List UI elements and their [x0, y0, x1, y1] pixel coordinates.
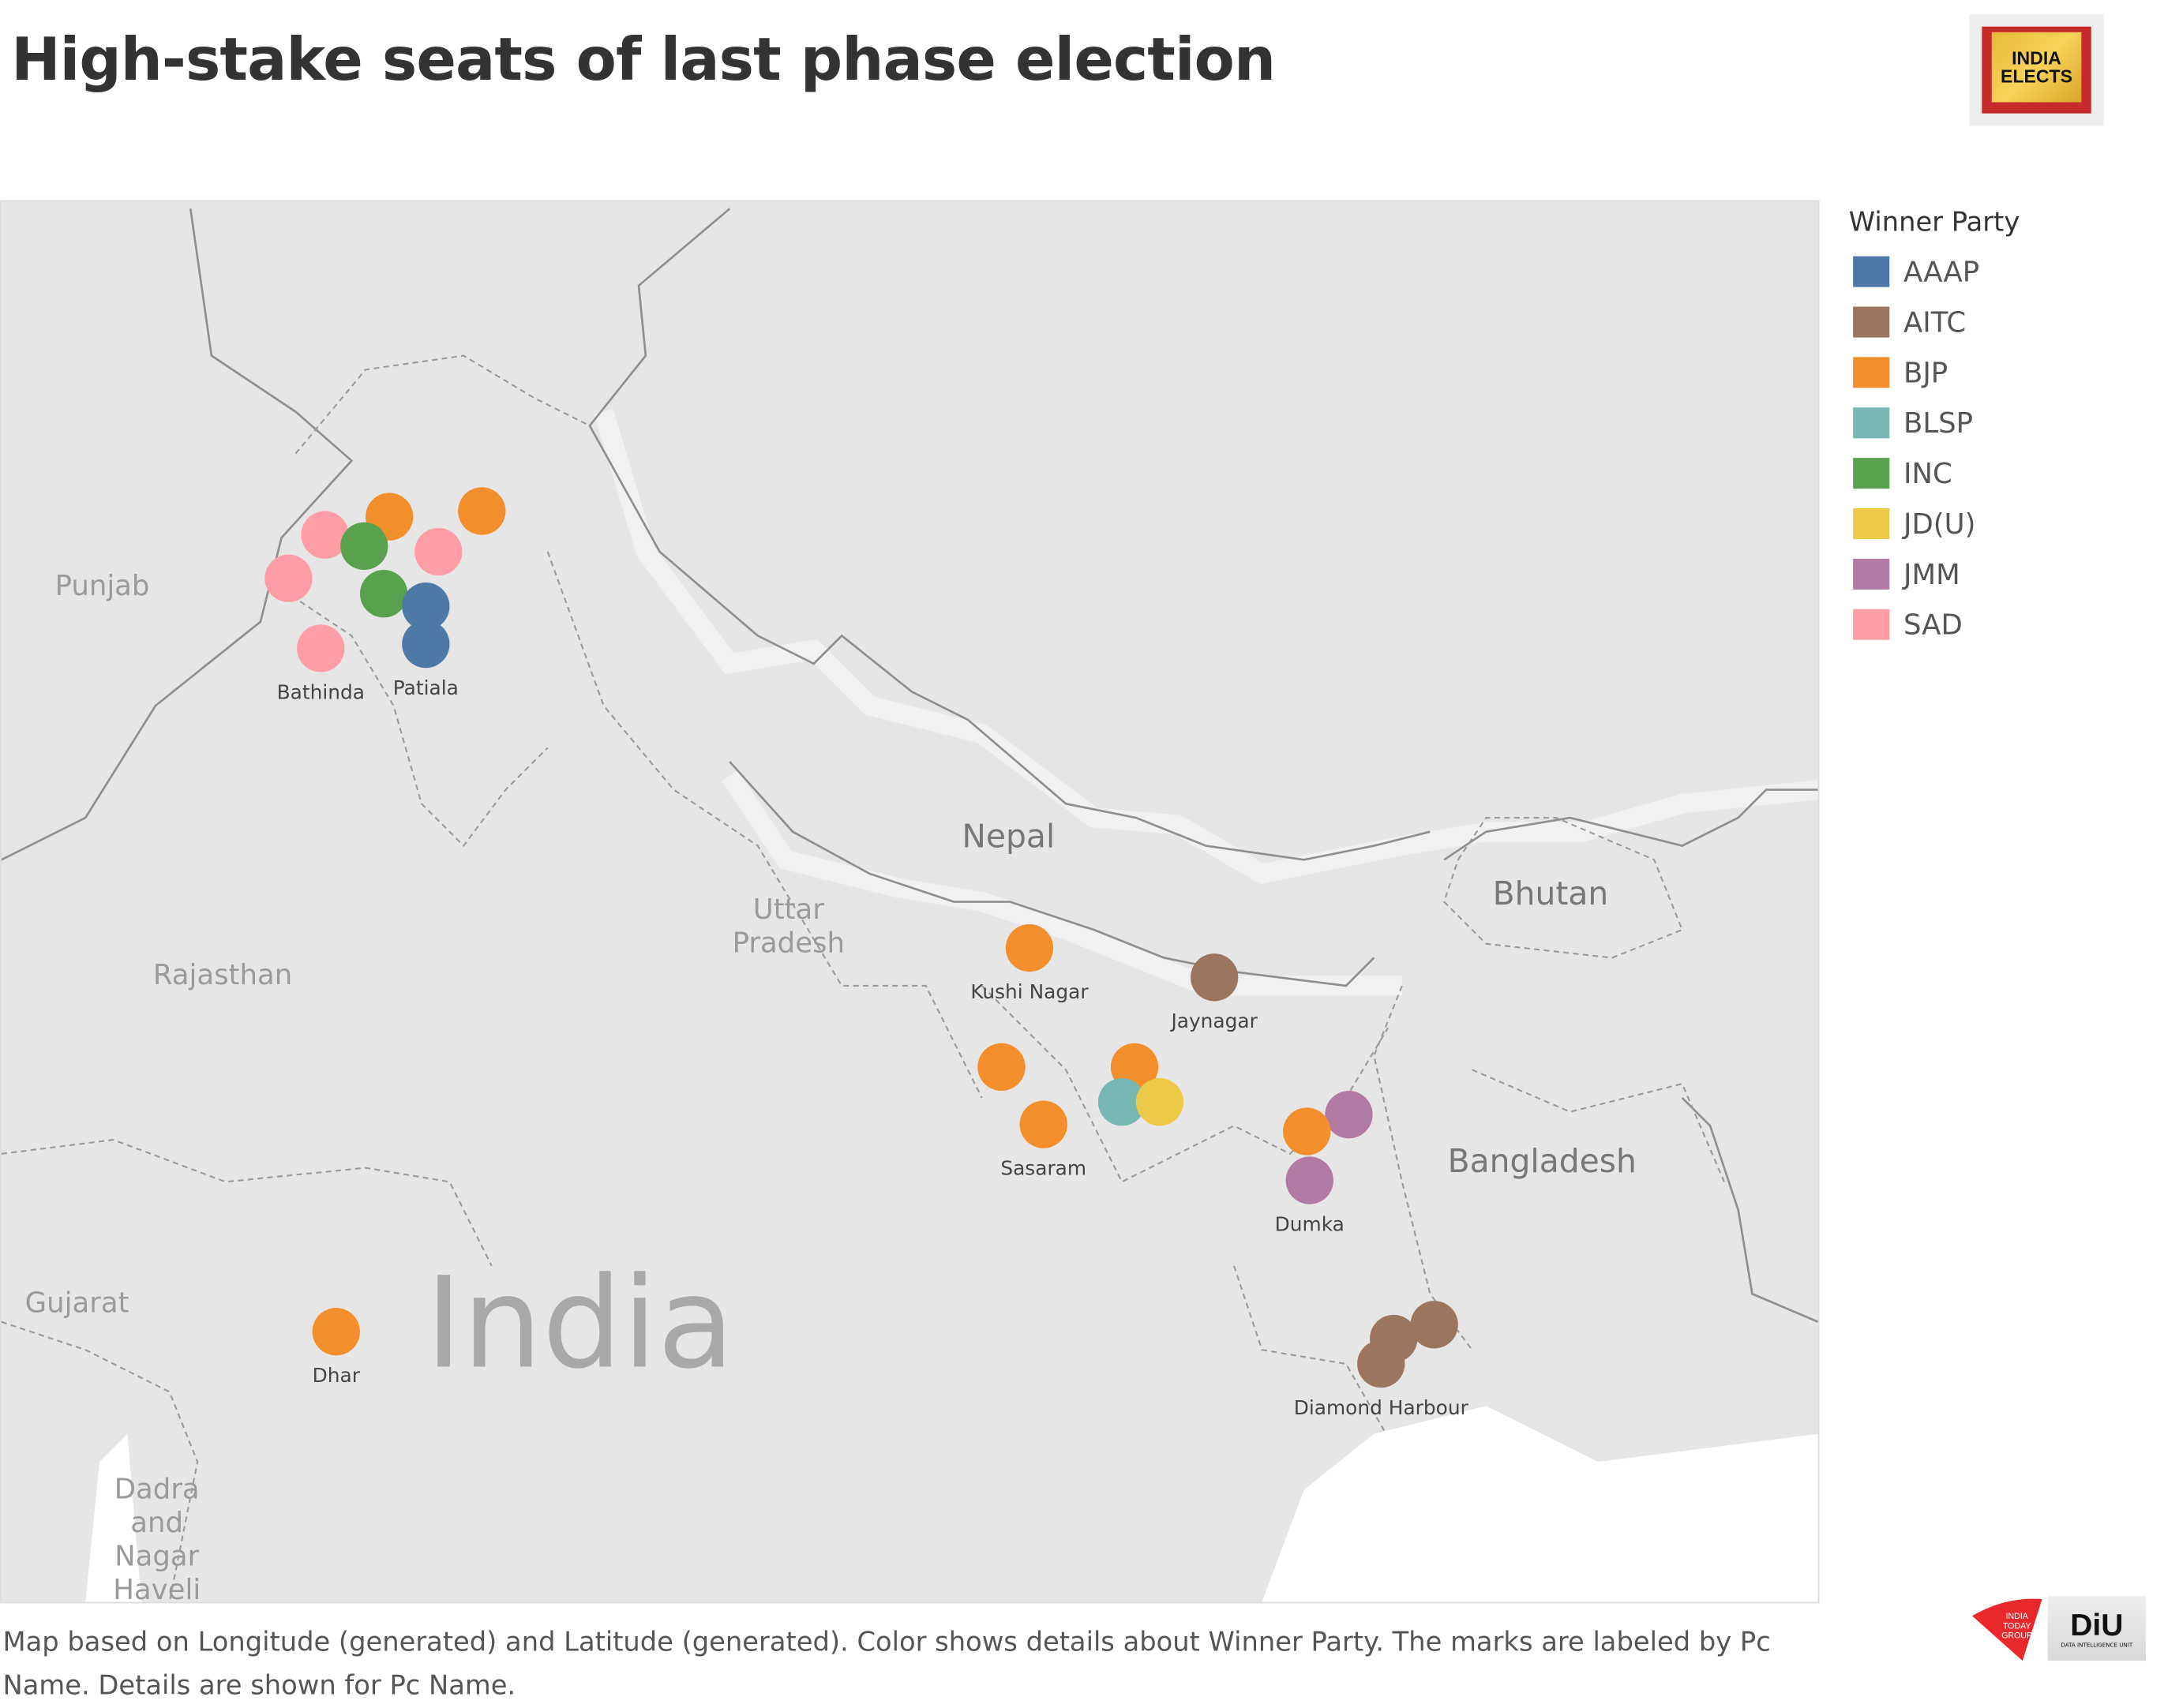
place-bhutan: Bhutan — [1492, 876, 1609, 913]
legend-swatch — [1853, 508, 1890, 540]
place-bangladesh: Bangladesh — [1447, 1144, 1637, 1181]
legend-item[interactable]: AITC — [1849, 297, 2020, 347]
seat-label: Dhar — [312, 1365, 360, 1388]
seat-mark-sad[interactable] — [301, 511, 349, 559]
legend-item[interactable]: JMM — [1849, 549, 2020, 599]
legend-title: Winner Party — [1848, 207, 2020, 238]
legend-label: BJP — [1903, 355, 1948, 390]
seat-mark-bjp[interactable] — [458, 487, 506, 535]
legend-label: AITC — [1903, 305, 1967, 339]
legend-swatch — [1853, 357, 1890, 388]
page-title: High-stake seats of last phase election — [11, 24, 1276, 94]
place-dadra: Dadra and Nagar Haveli — [113, 1471, 201, 1604]
legend-label: JD(U) — [1903, 507, 1976, 541]
seat-mark-aitc[interactable] — [1357, 1339, 1405, 1388]
seat-mark-aaap[interactable] — [402, 620, 450, 669]
svg-text:INDIA: INDIA — [2006, 1612, 2029, 1621]
seat-label: Bathinda — [276, 681, 365, 705]
seat-label: Diamond Harbour — [1293, 1397, 1468, 1420]
legend-item[interactable]: AAAP — [1849, 246, 2020, 297]
legend-label: SAD — [1903, 607, 1963, 642]
seat-mark-jmm[interactable] — [1325, 1091, 1373, 1139]
legend-label: INC — [1903, 456, 1952, 490]
caption: Map based on Longitude (generated) and L… — [2, 1627, 1771, 1702]
legend-label: AAAP — [1903, 254, 1980, 289]
diu-logo: DiU DATA INTELLIGENCE UNIT — [2047, 1596, 2146, 1661]
seat-label: Jaynagar — [1171, 1010, 1258, 1034]
india-today-group-logo: INDIA TODAY GROUP — [1971, 1598, 2042, 1661]
legend-item[interactable]: BJP — [1849, 347, 2020, 398]
legend: Winner Party AAAP AITC BJP BLSP INC JD(U) JMM S… — [1849, 208, 2020, 650]
place-rajasthan: Rajasthan — [152, 957, 293, 992]
seat-mark-inc[interactable] — [359, 570, 408, 618]
legend-item[interactable]: BLSP — [1849, 398, 2020, 448]
seat-mark-blsp[interactable] — [1097, 1078, 1146, 1126]
svg-text:TODAY: TODAY — [2003, 1621, 2031, 1631]
legend-label: JMM — [1903, 557, 1960, 591]
svg-text:GROUP: GROUP — [2001, 1631, 2032, 1641]
india-elects-logo: INDIA ELECTS — [1969, 13, 2104, 126]
seat-mark-aaap[interactable] — [402, 582, 450, 631]
map[interactable]: Punjab Rajasthan Uttar Pradesh Nepal Bhu… — [0, 200, 1820, 1604]
seat-label: Patiala — [392, 677, 459, 701]
legend-swatch — [1853, 458, 1890, 489]
place-india: India — [425, 1250, 735, 1398]
seat-mark-sad[interactable] — [297, 624, 345, 672]
seat-mark-aitc[interactable] — [1410, 1301, 1458, 1349]
legend-swatch — [1853, 558, 1890, 590]
seat-label: Sasaram — [1000, 1158, 1087, 1181]
legend-swatch — [1853, 306, 1890, 338]
place-uttar-pradesh: Uttar Pradesh — [732, 892, 846, 960]
place-punjab: Punjab — [54, 568, 150, 602]
legend-label: BLSP — [1903, 406, 1974, 440]
seat-mark-bjp[interactable] — [1005, 923, 1054, 972]
legend-item[interactable]: INC — [1849, 448, 2020, 499]
legend-item[interactable]: SAD — [1849, 599, 2020, 650]
seat-label: Dumka — [1274, 1214, 1345, 1237]
seat-mark-aitc[interactable] — [1190, 953, 1239, 1002]
seat-mark-bjp[interactable] — [1283, 1107, 1331, 1156]
legend-item[interactable]: JD(U) — [1849, 499, 2020, 549]
place-nepal: Nepal — [962, 818, 1056, 856]
legend-swatch — [1853, 256, 1890, 287]
seat-mark-bjp[interactable] — [1019, 1100, 1067, 1148]
seat-mark-jmm[interactable] — [1285, 1156, 1333, 1204]
legend-swatch — [1853, 407, 1890, 439]
seat-mark-sad[interactable] — [264, 554, 313, 602]
map-borders — [1, 208, 1818, 1602]
seat-mark-bjp[interactable] — [977, 1043, 1026, 1092]
legend-swatch — [1853, 609, 1890, 640]
place-gujarat: Gujarat — [24, 1285, 129, 1320]
seat-label: Kushi Nagar — [970, 981, 1089, 1005]
mark-layer — [264, 487, 1458, 1388]
seat-mark-jdu[interactable] — [1135, 1078, 1184, 1126]
seat-mark-inc[interactable] — [340, 522, 388, 571]
seat-mark-bjp[interactable] — [312, 1308, 360, 1356]
seat-mark-sad[interactable] — [414, 527, 463, 576]
